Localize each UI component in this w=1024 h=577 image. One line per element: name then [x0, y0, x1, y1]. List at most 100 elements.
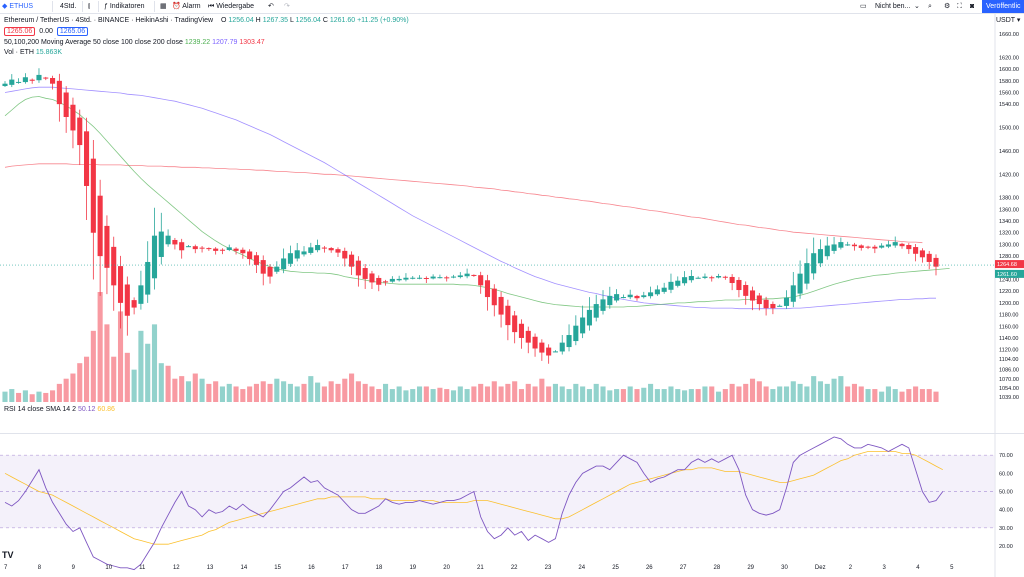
toolbar-divider: [98, 1, 99, 12]
volume-bar: [532, 386, 538, 402]
volume-bar: [138, 330, 144, 402]
price-tick-label: 1420.00: [999, 172, 1019, 178]
candle-body: [770, 303, 776, 309]
indicators-button[interactable]: ƒ Indikatoren: [104, 2, 144, 11]
candle-body: [328, 248, 334, 251]
chart-canvas[interactable]: 1660.001620.001600.001580.001560.001540.…: [0, 13, 1024, 577]
time-tick-label: 24: [578, 565, 585, 571]
candle-body: [410, 277, 416, 279]
redo-button[interactable]: ↷: [284, 2, 290, 11]
candle-body: [29, 79, 35, 81]
time-tick-label: 7: [4, 565, 8, 571]
volume-bar: [165, 365, 171, 402]
volume-bar: [104, 324, 110, 402]
volume-bar: [90, 330, 96, 402]
chart-type-button[interactable]: ⫾: [88, 2, 90, 11]
volume-bar: [233, 386, 239, 402]
candle-body: [518, 323, 525, 338]
candle-body: [240, 249, 246, 254]
currency-label: USDT: [996, 17, 1015, 24]
buy-price-button[interactable]: 1265.06: [56, 27, 89, 36]
candle-body: [281, 258, 287, 270]
volume-bar: [416, 386, 423, 402]
candle-body: [892, 242, 898, 246]
save-state-dropdown[interactable]: Nicht ben...: [875, 3, 911, 10]
low-label: L: [289, 17, 294, 24]
volume-bar: [16, 392, 22, 402]
volume-bar: [328, 381, 334, 402]
volume-bar: [158, 363, 164, 402]
currency-dropdown[interactable]: USDT ▾: [996, 16, 1020, 25]
fullscreen-icon[interactable]: ⛶: [957, 3, 962, 10]
volume-bar: [342, 378, 348, 402]
rsi-tick-label: 20.00: [999, 544, 1013, 550]
volume-bar: [770, 389, 776, 402]
volume-bar: [586, 389, 592, 402]
publish-button[interactable]: Veröffentlic: [982, 0, 1024, 13]
volume-bar: [464, 389, 470, 402]
volume-bar: [899, 391, 905, 402]
time-tick-label: 4: [916, 565, 920, 571]
candle-body: [383, 281, 389, 283]
chevron-down-icon: ▾: [1014, 17, 1021, 24]
candle-body: [851, 244, 858, 247]
candle-body: [138, 285, 144, 304]
volume-bar: [185, 381, 192, 402]
volume-bar: [593, 383, 599, 402]
candle-body: [505, 305, 511, 326]
volume-bar: [559, 386, 565, 402]
candle-body: [342, 250, 348, 259]
candle-body: [749, 290, 756, 301]
chevron-down-icon[interactable]: ⌄: [914, 3, 920, 10]
candle-body: [165, 235, 171, 245]
candle-body: [484, 280, 491, 298]
spread-value: 0.00: [39, 28, 53, 35]
undo-button[interactable]: ↶: [268, 2, 274, 11]
close-label: C: [322, 17, 328, 24]
candle-body: [396, 278, 402, 281]
alert-button[interactable]: ⏰ Alarm: [172, 2, 201, 11]
volume-bar: [172, 378, 178, 402]
volume-bar: [892, 389, 898, 402]
volume-bar: [743, 383, 749, 402]
time-tick-label: 27: [680, 565, 687, 571]
replay-label: Wiedergabe: [216, 3, 254, 10]
rsi-sma-line: [4, 451, 943, 545]
candle-body: [648, 292, 654, 297]
volume-bar: [614, 389, 620, 402]
volume-bar: [879, 391, 885, 402]
candle-body: [804, 263, 810, 284]
sell-price-button[interactable]: 1265.06: [4, 27, 36, 36]
symbol-search-button[interactable]: ◆ ETHUS: [2, 2, 33, 11]
volume-bar: [70, 373, 76, 402]
candle-body: [471, 274, 477, 276]
candle-body: [457, 275, 463, 278]
candle-body: [817, 249, 824, 264]
volume-bar: [824, 383, 830, 402]
volume-bar: [383, 383, 389, 402]
candle-body: [682, 277, 688, 284]
replay-button[interactable]: ⏮ Wiedergabe: [208, 2, 254, 11]
time-tick-label: 10: [105, 565, 112, 571]
price-tick-label: 1220.00: [999, 289, 1019, 295]
search-icon[interactable]: ⌕: [928, 3, 932, 10]
price-tick-label: 1039.00: [999, 395, 1019, 401]
candle-body: [600, 299, 606, 311]
volume-bar: [851, 383, 858, 402]
close-price-box: [995, 269, 1024, 278]
templates-button[interactable]: ▦: [160, 2, 167, 11]
layout-button[interactable]: ▭: [860, 2, 867, 11]
candle-body: [151, 235, 158, 279]
candle-body: [423, 277, 429, 279]
volume-bar: [274, 378, 280, 402]
time-tick-label: 11: [139, 565, 146, 571]
interval-button[interactable]: 4Std.: [60, 3, 77, 10]
tradingview-logo-icon[interactable]: TV: [2, 550, 14, 560]
camera-icon[interactable]: ◙: [970, 3, 975, 10]
candle-body: [226, 247, 232, 251]
volume-bar: [525, 383, 531, 402]
volume-bar: [484, 386, 491, 402]
settings-gear-icon[interactable]: ⚙: [944, 3, 951, 10]
candle-body: [192, 246, 198, 250]
candle-body: [117, 266, 124, 303]
